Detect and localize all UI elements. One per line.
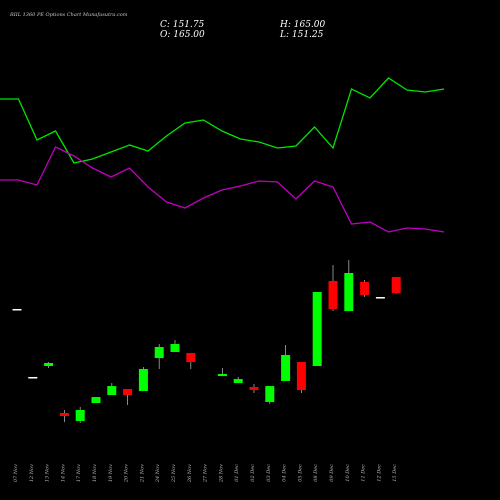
x-tick-label: 10 Dec — [345, 464, 351, 482]
candle-body — [328, 280, 338, 309]
indicator-line — [0, 77, 445, 164]
x-tick-label: 07 Nov — [13, 464, 19, 482]
ohlc-high: H: 165.00 — [279, 20, 326, 30]
candle-body — [107, 386, 117, 396]
x-tick-label: 11 Dec — [361, 464, 367, 482]
candle-body — [12, 308, 22, 311]
x-tick-label: 17 Nov — [76, 464, 82, 482]
candle-body — [360, 281, 370, 295]
x-tick-label: 27 Nov — [203, 464, 209, 483]
ohlc-open: O: 165.00 — [160, 30, 205, 40]
candle-body — [233, 379, 243, 384]
x-tick-label: 01 Dec — [234, 464, 240, 482]
x-tick-label: 25 Nov — [171, 464, 177, 483]
ohlc-close: C: 151.75 — [160, 20, 205, 30]
candle-body — [391, 276, 401, 293]
candle-body — [154, 347, 164, 359]
candle-body — [265, 386, 275, 403]
candle-body — [28, 377, 38, 379]
candle-body — [281, 355, 291, 381]
x-tick-label: 05 Dec — [297, 464, 303, 482]
candle-body — [44, 362, 54, 367]
x-tick-label: 12 Nov — [29, 464, 35, 482]
x-tick-label: 08 Dec — [313, 464, 319, 482]
x-tick-label: 26 Nov — [187, 464, 193, 483]
candle-body — [296, 362, 306, 391]
x-tick-label: 28 Nov — [218, 464, 224, 483]
candle-body — [91, 397, 101, 403]
candle-body — [138, 369, 148, 392]
candle-body — [217, 373, 227, 377]
ohlc-low: L: 151.25 — [279, 30, 324, 40]
x-tick-label: 02 Dec — [250, 464, 256, 482]
candle-body — [170, 344, 180, 352]
candle-body — [344, 272, 354, 312]
x-tick-label: 04 Dec — [282, 464, 288, 482]
chart-title: RIIL 1360 PE Options Chart Munafasutra.c… — [9, 12, 128, 18]
x-tick-label: 21 Nov — [139, 464, 145, 483]
candle-body — [75, 409, 85, 421]
x-tick-label: 19 Nov — [108, 464, 114, 482]
candle-body — [375, 297, 385, 299]
x-tick-label: 24 Nov — [155, 464, 161, 483]
candle-body — [312, 291, 322, 367]
candle-body — [59, 413, 69, 417]
candle-body — [249, 387, 259, 391]
x-tick-label: 03 Dec — [266, 464, 272, 482]
x-tick-label: 20 Nov — [124, 464, 130, 483]
candle-body — [186, 352, 196, 363]
x-tick-label: 15 Dec — [392, 464, 398, 482]
indicator-line — [0, 146, 445, 233]
x-tick-label: 12 Dec — [376, 464, 382, 482]
candle-body — [123, 388, 133, 396]
x-tick-label: 09 Dec — [329, 464, 335, 482]
x-tick-label: 13 Nov — [45, 464, 51, 482]
x-tick-label: 14 Nov — [60, 464, 66, 482]
x-tick-label: 18 Nov — [92, 464, 98, 482]
